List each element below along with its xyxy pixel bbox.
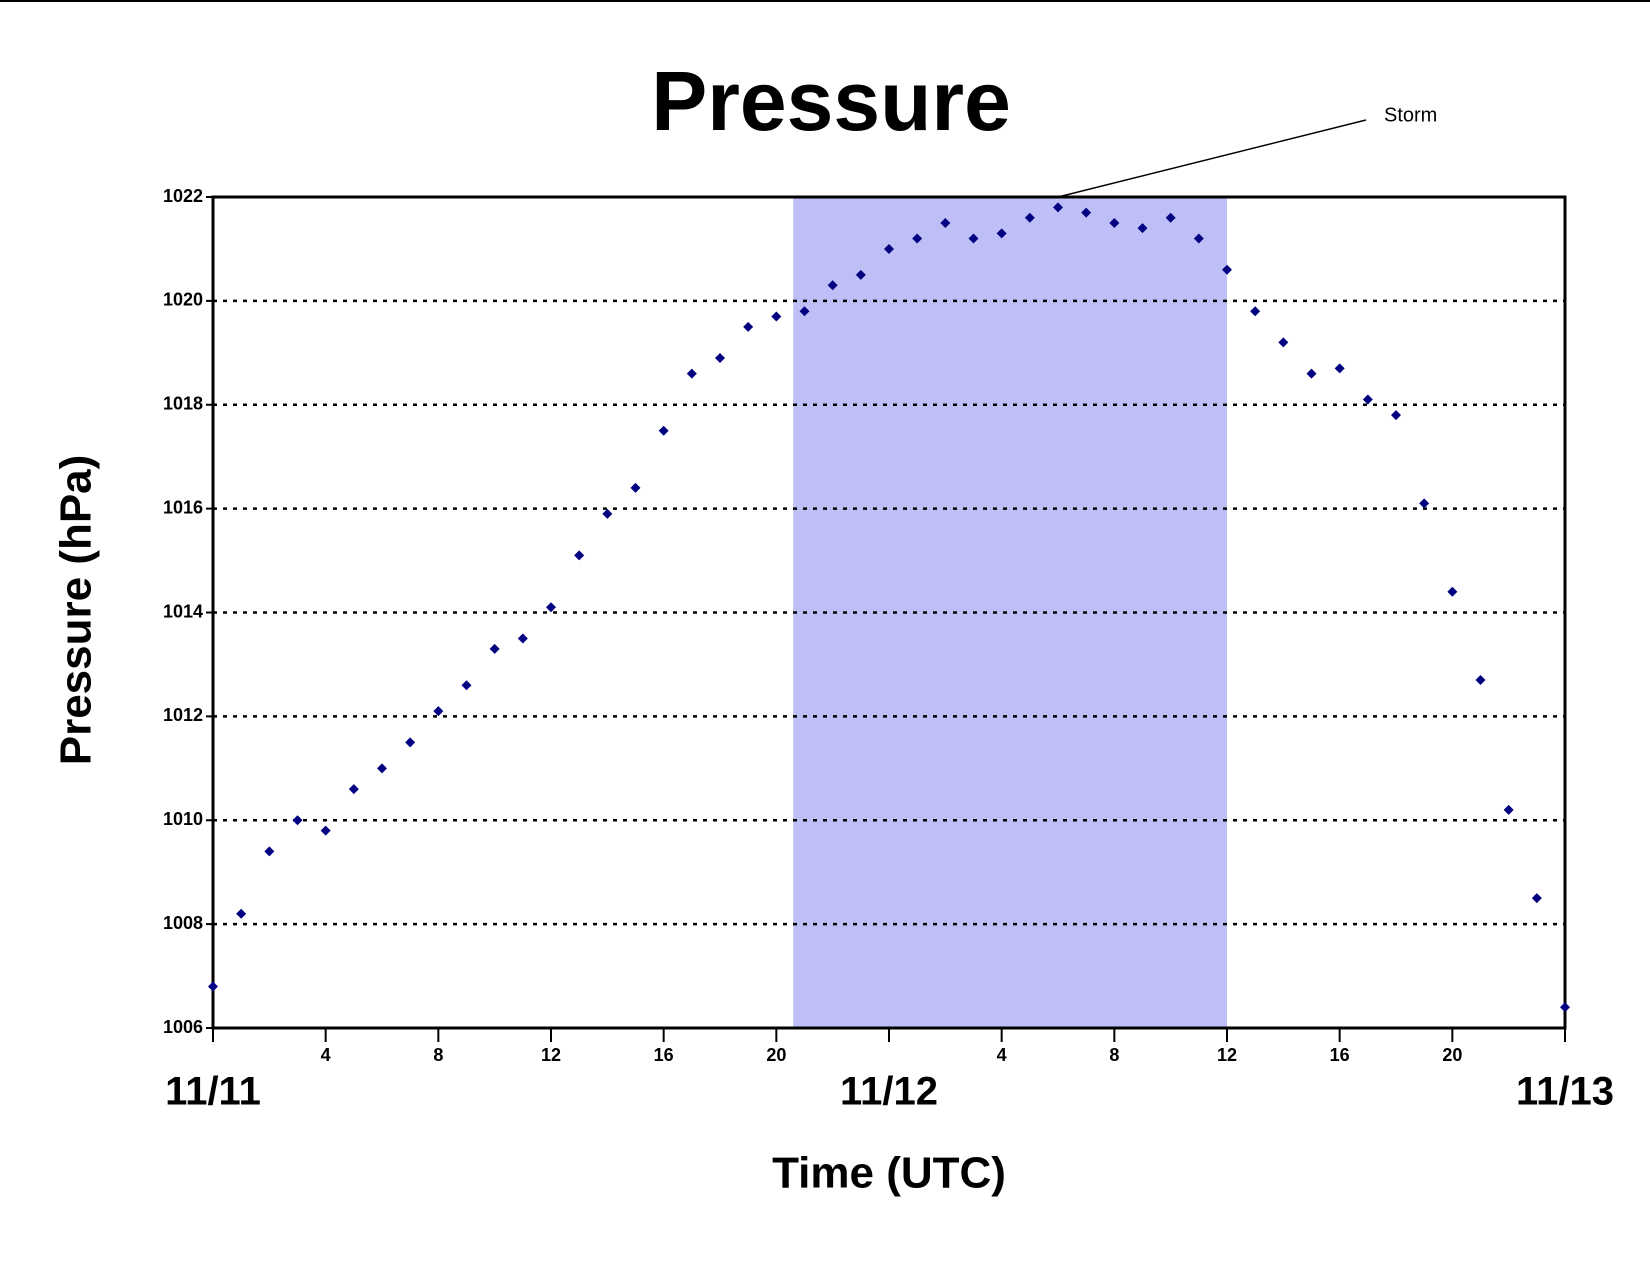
data-point: [1024, 212, 1035, 223]
data-point: [1362, 394, 1373, 405]
data-point: [912, 233, 923, 244]
data-point: [1475, 675, 1486, 686]
x-tick-label: 12: [541, 1045, 561, 1065]
data-point: [1306, 368, 1317, 379]
data-point: [686, 368, 697, 379]
x-axis-title: Time (UTC): [772, 1149, 1006, 1198]
y-tick-label: 1016: [163, 497, 203, 517]
data-point: [377, 763, 387, 774]
x-major-label: 11/11: [165, 1070, 261, 1114]
data-point: [884, 243, 894, 254]
y-tick-label: 1010: [163, 809, 203, 829]
y-tick-label: 1014: [163, 601, 203, 621]
x-major-label: 11/13: [1516, 1070, 1614, 1114]
data-point: [799, 306, 810, 317]
data-point: [827, 280, 838, 291]
data-point: [1391, 410, 1401, 421]
data-point: [1193, 233, 1204, 244]
data-point: [208, 981, 218, 992]
data-point: [236, 908, 247, 919]
annotation-leader: [1057, 119, 1367, 198]
x-tick-label: 20: [766, 1045, 786, 1065]
data-point: [461, 680, 472, 691]
y-tick-label: 1008: [163, 913, 203, 933]
data-point: [1503, 804, 1514, 815]
data-point: [264, 846, 275, 857]
x-tick-label: 8: [1109, 1045, 1119, 1065]
data-point: [517, 633, 528, 644]
data-point: [292, 815, 303, 826]
data-point: [405, 737, 416, 748]
data-point: [1447, 586, 1458, 597]
x-major-label: 11/12: [840, 1070, 938, 1114]
y-tick-label: 1022: [163, 186, 203, 206]
data-point: [602, 508, 613, 519]
y-tick-label: 1006: [163, 1017, 203, 1037]
chart-title: Pressure: [651, 54, 1011, 148]
data-point: [1222, 264, 1232, 275]
data-point: [489, 643, 500, 654]
data-point: [1334, 363, 1345, 374]
data-point: [1137, 223, 1148, 234]
data-point: [1560, 1002, 1570, 1013]
data-point: [1531, 893, 1542, 904]
data-point: [1278, 337, 1289, 348]
data-point: [348, 784, 359, 795]
y-axis-title: Pressure (hPa): [52, 455, 101, 766]
y-tick-label: 1020: [163, 290, 203, 310]
data-point: [940, 217, 951, 228]
x-tick-label: 16: [1330, 1045, 1350, 1065]
data-point: [546, 602, 556, 613]
data-point: [968, 233, 979, 244]
data-point: [630, 482, 641, 493]
y-tick-label: 1018: [163, 394, 203, 414]
data-point: [1419, 498, 1430, 509]
x-tick-label: 16: [654, 1045, 674, 1065]
x-tick-label: 4: [997, 1045, 1007, 1065]
data-point: [1165, 212, 1176, 223]
data-point: [743, 321, 754, 332]
data-point: [1081, 207, 1092, 218]
y-tick-label: 1012: [163, 705, 203, 725]
x-tick-label: 4: [321, 1045, 331, 1065]
data-point: [320, 825, 331, 836]
annotation-label: Storm: [1384, 104, 1437, 126]
data-point: [1053, 202, 1063, 213]
data-point: [996, 228, 1007, 239]
data-point: [715, 353, 725, 364]
data-point: [433, 706, 444, 717]
plot-frame: [211, 195, 1567, 1030]
data-point: [574, 550, 585, 561]
data-point: [1109, 217, 1120, 228]
x-tick-label: 8: [433, 1045, 443, 1065]
x-tick-label: 12: [1217, 1045, 1237, 1065]
data-point: [658, 425, 669, 436]
data-point: [1250, 306, 1261, 317]
data-point: [771, 311, 782, 322]
storm-span: [793, 197, 1227, 1028]
x-tick-label: 20: [1442, 1045, 1462, 1065]
data-point: [855, 269, 866, 280]
